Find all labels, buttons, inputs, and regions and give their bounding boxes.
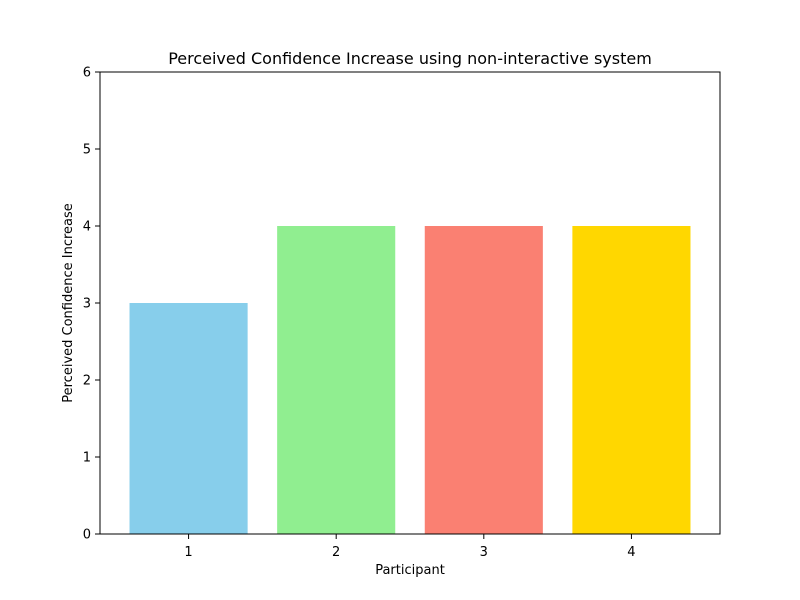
x-axis-label: Participant (375, 563, 445, 578)
y-tick-label: 4 (83, 220, 91, 235)
chart-title: Perceived Confidence Increase using non-… (168, 49, 652, 68)
x-tick-label: 4 (627, 545, 635, 560)
y-axis-ticks: 0 1 2 3 4 5 6 (83, 66, 100, 543)
y-tick-label: 0 (83, 528, 91, 543)
y-tick-label: 3 (83, 297, 91, 312)
x-axis-ticks: 1 2 3 4 (184, 534, 636, 560)
y-tick-label: 6 (83, 66, 91, 81)
x-tick-label: 1 (184, 545, 192, 560)
y-tick-label: 5 (83, 143, 91, 158)
bar-participant-1 (129, 303, 248, 534)
bar-participant-4 (572, 226, 691, 534)
y-axis-label: Perceived Confidence Increase (61, 203, 76, 403)
y-tick-label: 1 (83, 451, 91, 466)
x-tick-label: 3 (480, 545, 488, 560)
bar-participant-2 (277, 226, 396, 534)
bar-participant-3 (424, 226, 543, 534)
plot-frame (99, 71, 721, 535)
bars-group (129, 226, 691, 534)
y-tick-label: 2 (83, 374, 91, 389)
x-tick-label: 2 (332, 545, 340, 560)
